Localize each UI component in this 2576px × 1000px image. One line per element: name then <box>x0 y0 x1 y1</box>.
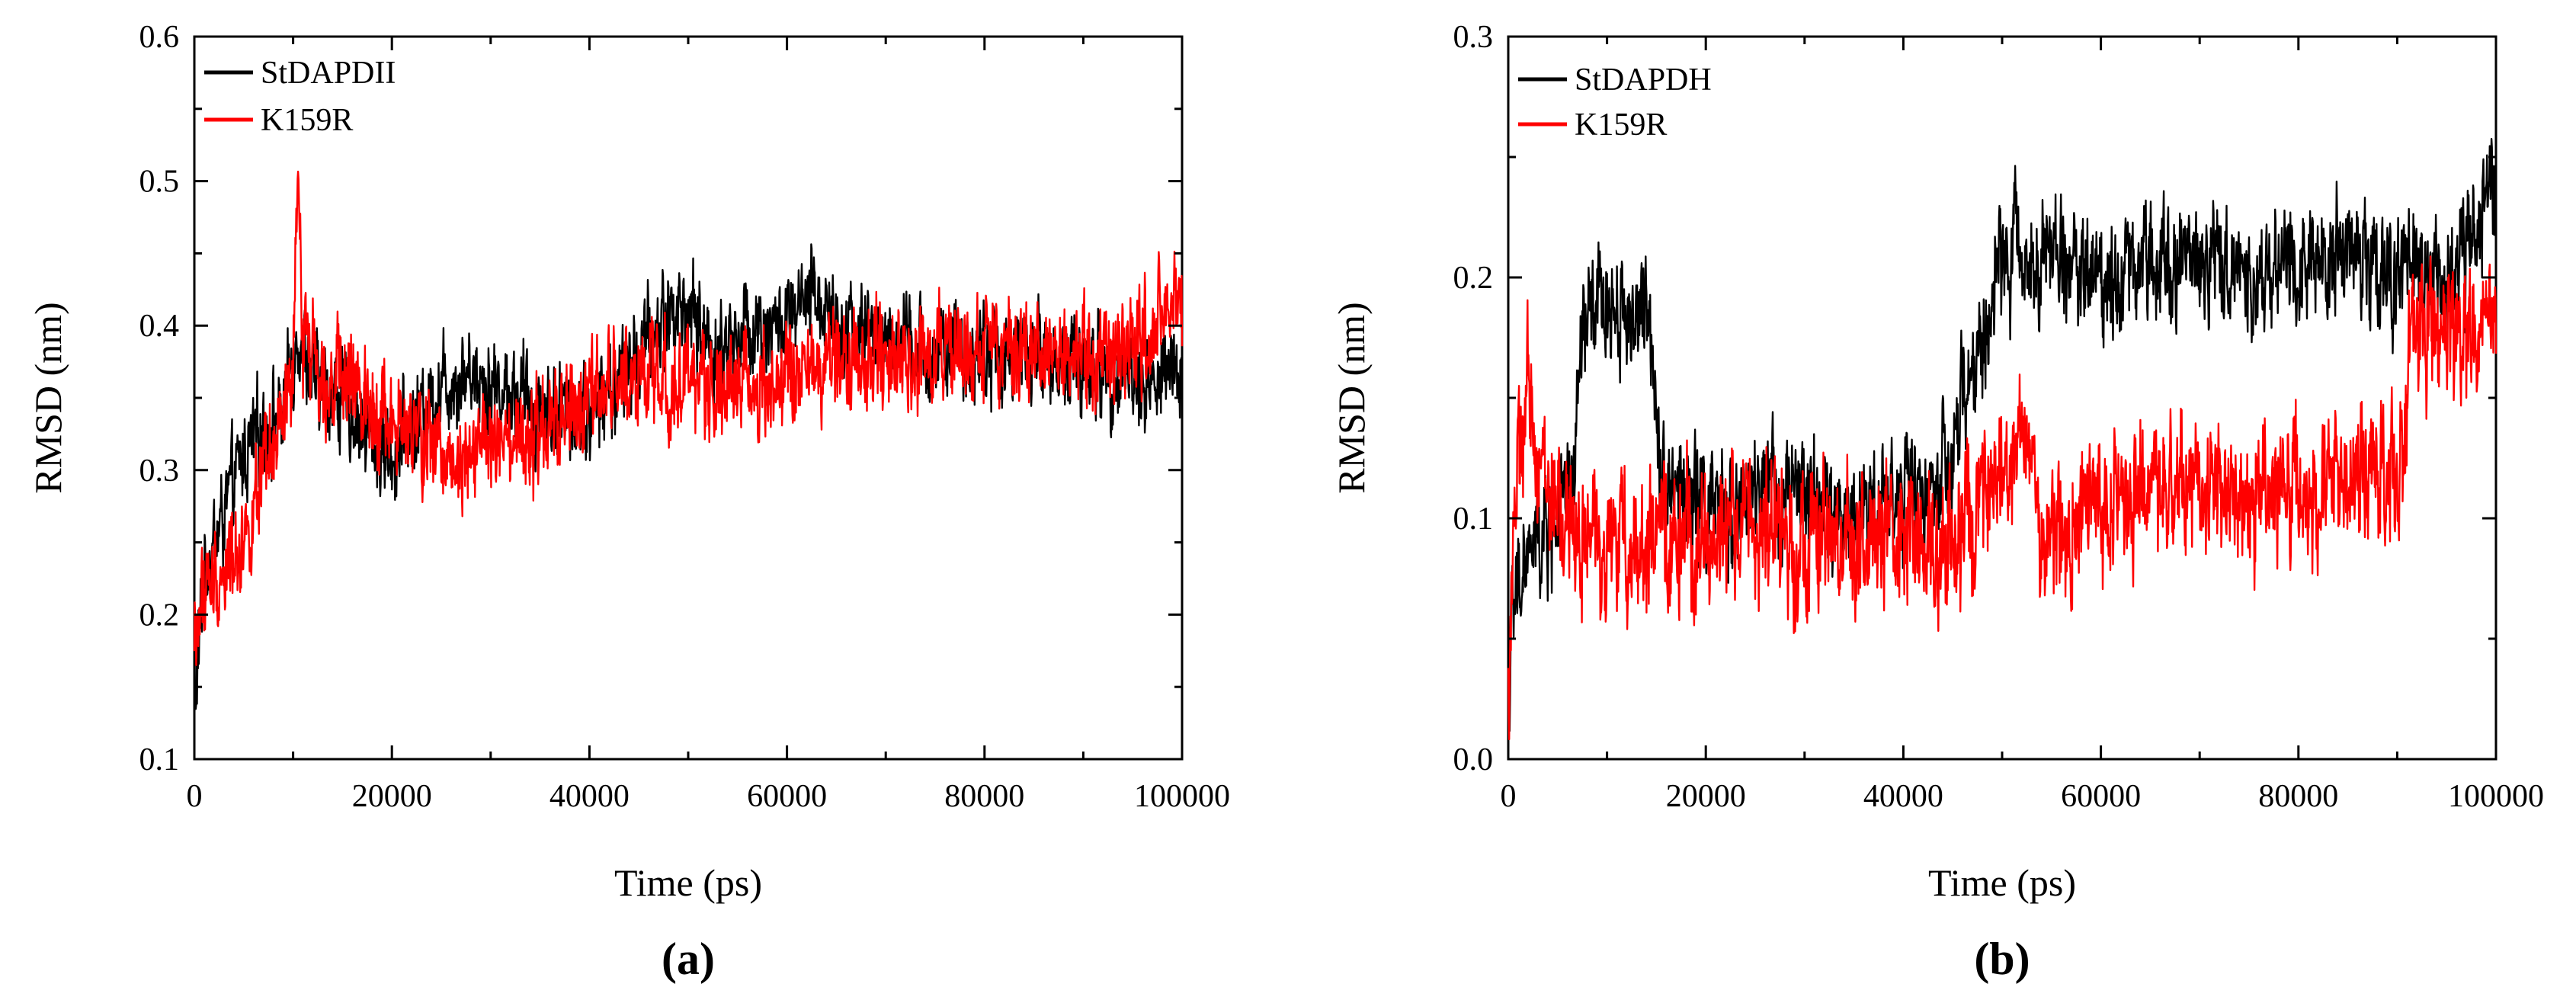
panel-a-legend: StDAPDII K159R <box>204 56 396 138</box>
panel-a-x-tick-label: 0 <box>187 779 203 814</box>
panel-b-series-group <box>1507 137 2498 741</box>
panel-a-legend-label-1: StDAPDII <box>261 56 396 91</box>
panel-a-y-tick-label: 0.1 <box>139 742 180 777</box>
panel-b-legend-label-2: K159R <box>1575 107 1667 143</box>
panel-b-x-tick-label: 60000 <box>2061 779 2141 814</box>
panel-b-x-tick-label: 80000 <box>2258 779 2338 814</box>
panel-a-x-tick-label: 80000 <box>944 779 1024 814</box>
panel-a-axes: 0 20000 40000 60000 80000 100000 0.1 0.2 0.3 0.4 0… <box>139 20 1231 814</box>
panel-b-x-axis-label: Time (ps) <box>1928 861 2076 904</box>
panel-b-y-tick-label: 0.2 <box>1453 261 1494 296</box>
panel-a-chart: 0 20000 40000 60000 80000 100000 0.1 0.2 0.3 0.4 0… <box>27 20 1230 984</box>
panel-a-y-axis-label: RMSD (nm) <box>27 302 69 493</box>
panel-b-legend-label-1: StDAPDH <box>1575 62 1712 98</box>
panel-a-series-line-2 <box>193 170 1184 666</box>
panel-b-chart: 0 20000 40000 60000 80000 1000000.00.10.20.3 … <box>1330 20 2544 984</box>
panel-b-label: (b) <box>1974 934 2030 984</box>
panel-a-y-tick-label: 0.6 <box>139 20 180 55</box>
panel-a-x-axis-label: Time (ps) <box>614 861 762 904</box>
panel-b-x-tick-label: 100000 <box>2448 779 2544 814</box>
panel-b-y-tick-label: 0.0 <box>1453 742 1494 777</box>
panel-a-x-tick-label: 100000 <box>1134 779 1230 814</box>
panel-a-x-tick-label: 20000 <box>352 779 432 814</box>
panel-b-y-axis-label: RMSD (nm) <box>1330 302 1373 493</box>
panel-b-series-line-1 <box>1507 137 2498 732</box>
panel-a-y-tick-label: 0.4 <box>139 309 180 344</box>
panel-b-y-tick-label: 0.1 <box>1453 502 1494 537</box>
panel-b-axes: 0 20000 40000 60000 80000 100000 0.0 0.1 0.2 0.3 <box>1453 20 2545 814</box>
panel-b-series-line-2 <box>1507 255 2498 741</box>
panel-a-series-group <box>193 170 1184 716</box>
panel-a-y-tick-label: 0.5 <box>139 165 180 200</box>
panel-b-x-tick-label: 40000 <box>1863 779 1943 814</box>
panel-b-legend: StDAPDH K159R <box>1518 62 1712 143</box>
panel-b-y-tick-label: 0.3 <box>1453 20 1494 55</box>
panel-a-x-tick-label: 60000 <box>747 779 827 814</box>
panel-a-label: (a) <box>662 934 715 984</box>
panel-b-x-tick-label: 20000 <box>1666 779 1746 814</box>
panel-a-y-tick-label: 0.3 <box>139 454 180 489</box>
panel-a-y-tick-label: 0.2 <box>139 598 180 633</box>
panel-a-x-tick-label: 40000 <box>549 779 630 814</box>
panel-b-x-tick-label: 0 <box>1501 779 1517 814</box>
panel-a-series-line-1 <box>193 243 1184 716</box>
panel-a-legend-label-2: K159R <box>261 103 353 138</box>
